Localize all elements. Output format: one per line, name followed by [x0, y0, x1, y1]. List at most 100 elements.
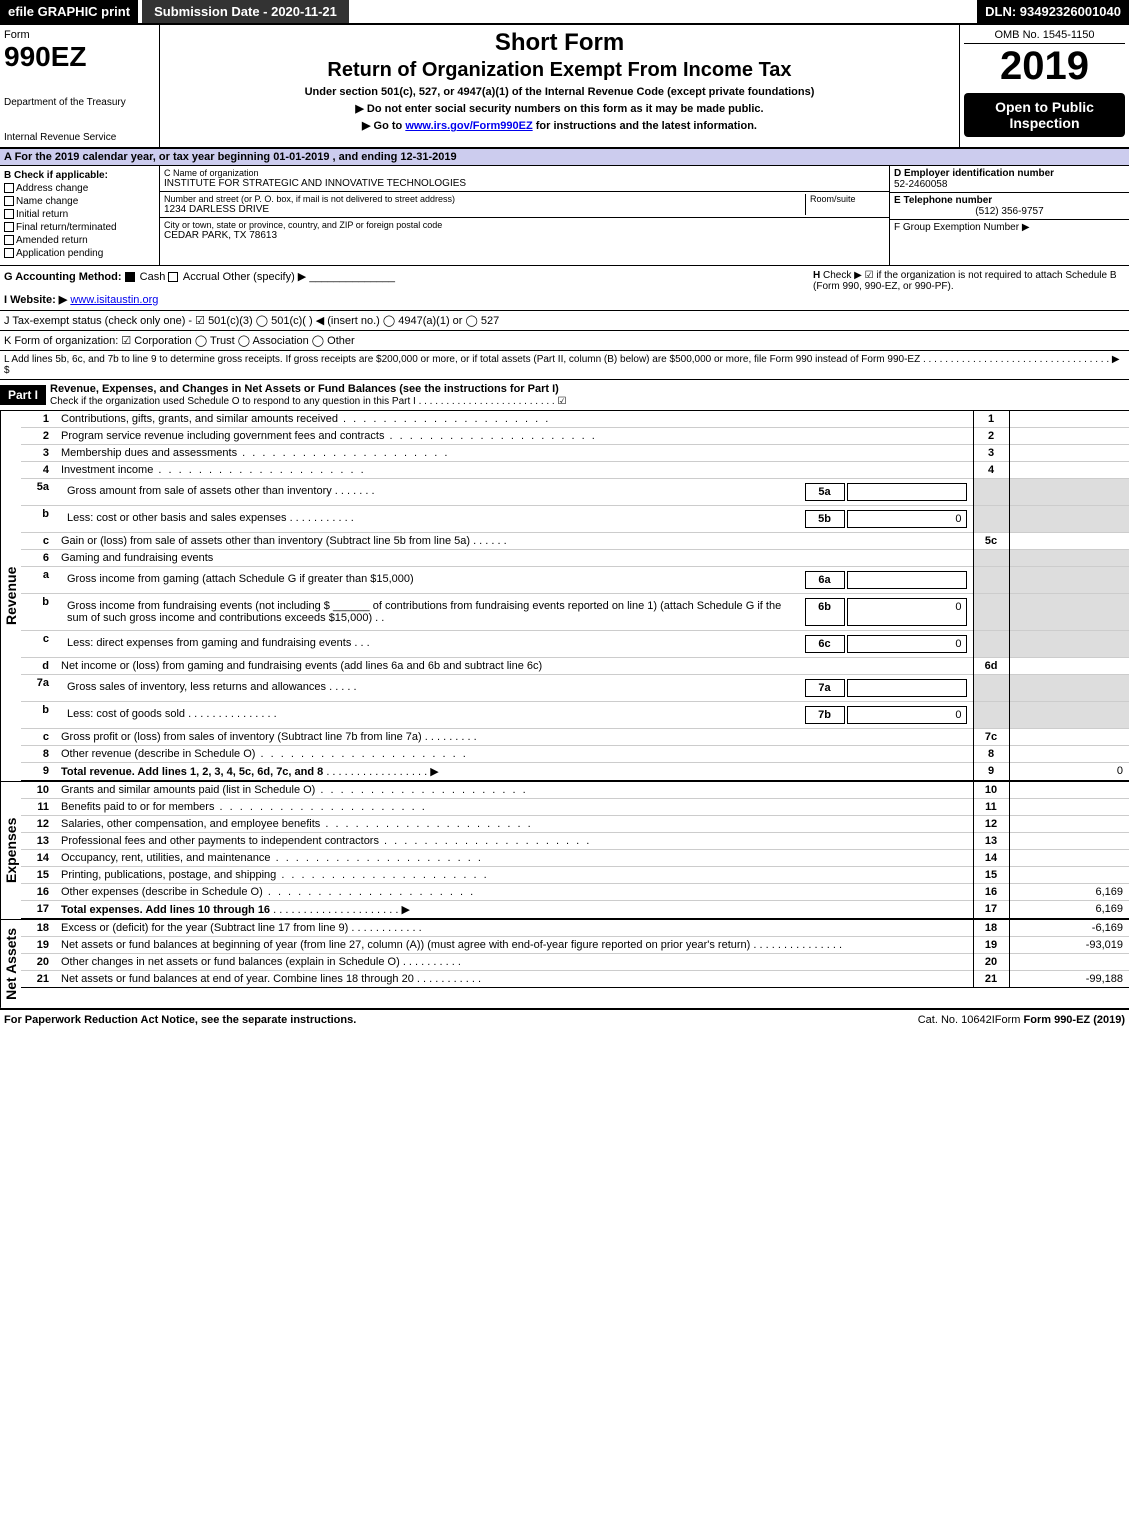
tax-year: 2019: [964, 44, 1125, 89]
line-21: 21Net assets or fund balances at end of …: [21, 971, 1129, 988]
part1-check: Check if the organization used Schedule …: [50, 396, 566, 407]
line-11: 11Benefits paid to or for members11: [21, 799, 1129, 816]
form-header: Form 990EZ Department of the Treasury In…: [0, 25, 1129, 149]
check-amended-return[interactable]: Amended return: [4, 235, 155, 246]
line-20: 20Other changes in net assets or fund ba…: [21, 954, 1129, 971]
line-9: 9Total revenue. Add lines 1, 2, 3, 4, 5c…: [21, 763, 1129, 781]
section-b-title: B Check if applicable:: [4, 170, 108, 181]
expenses-vert-label: Expenses: [0, 782, 21, 919]
dept-treasury: Department of the Treasury: [4, 97, 155, 108]
netassets-section: Net Assets 18Excess or (deficit) for the…: [0, 919, 1129, 1008]
line-15: 15Printing, publications, postage, and s…: [21, 867, 1129, 884]
form-number: 990EZ: [4, 41, 155, 73]
check-final-return[interactable]: Final return/terminated: [4, 222, 155, 233]
tel-label: E Telephone number: [894, 195, 992, 206]
section-d-ids: D Employer identification number 52-2460…: [889, 166, 1129, 265]
line-5b: bLess: cost or other basis and sales exp…: [21, 506, 1129, 533]
form-header-center: Short Form Return of Organization Exempt…: [160, 25, 959, 147]
instr-goto: ▶ Go to www.irs.gov/Form990EZ for instru…: [164, 119, 955, 132]
line-14: 14Occupancy, rent, utilities, and mainte…: [21, 850, 1129, 867]
irs-label: Internal Revenue Service: [4, 132, 155, 143]
subtitle: Under section 501(c), 527, or 4947(a)(1)…: [164, 86, 955, 98]
form-header-right: OMB No. 1545-1150 2019 Open to Public In…: [959, 25, 1129, 147]
revenue-section: Revenue 1Contributions, gifts, grants, a…: [0, 411, 1129, 781]
check-application-pending[interactable]: Application pending: [4, 248, 155, 259]
line-13: 13Professional fees and other payments t…: [21, 833, 1129, 850]
section-k: K Form of organization: ☑ Corporation ◯ …: [0, 331, 1129, 351]
h-text: Check ▶ ☑ if the organization is not req…: [813, 270, 1117, 292]
line-7c: cGross profit or (loss) from sales of in…: [21, 729, 1129, 746]
section-c-org-info: C Name of organization INSTITUTE FOR STR…: [160, 166, 889, 265]
ein-label: D Employer identification number: [894, 168, 1054, 179]
expenses-table: 10Grants and similar amounts paid (list …: [21, 782, 1129, 919]
instr-goto-suffix: for instructions and the latest informat…: [533, 120, 757, 132]
part1-label: Part I: [0, 385, 46, 405]
netassets-table: 18Excess or (deficit) for the year (Subt…: [21, 920, 1129, 988]
line-6d: dNet income or (loss) from gaming and fu…: [21, 658, 1129, 675]
revenue-table: 1Contributions, gifts, grants, and simil…: [21, 411, 1129, 781]
line-6a: aGross income from gaming (attach Schedu…: [21, 567, 1129, 594]
line-5c: cGain or (loss) from sale of assets othe…: [21, 533, 1129, 550]
check-name-change[interactable]: Name change: [4, 196, 155, 207]
form-label: Form: [4, 29, 155, 41]
line-5a: 5aGross amount from sale of assets other…: [21, 479, 1129, 506]
footer-formref: Form Form 990-EZ (2019): [995, 1014, 1125, 1026]
line-16: 16Other expenses (describe in Schedule O…: [21, 884, 1129, 901]
accounting-method: G Accounting Method: Cash Accrual Other …: [4, 270, 805, 283]
cash-checkbox[interactable]: [125, 272, 135, 282]
line-7a: 7aGross sales of inventory, less returns…: [21, 675, 1129, 702]
section-b-checkboxes: B Check if applicable: Address change Na…: [0, 166, 160, 265]
section-a-tax-year: A For the 2019 calendar year, or tax yea…: [0, 149, 1129, 166]
instr-ssn: ▶ Do not enter social security numbers o…: [164, 102, 955, 115]
street-value: 1234 DARLESS DRIVE: [164, 204, 805, 215]
section-j: J Tax-exempt status (check only one) - ☑…: [0, 311, 1129, 331]
footer-paperwork: For Paperwork Reduction Act Notice, see …: [4, 1014, 918, 1026]
room-label: Room/suite: [810, 194, 885, 204]
check-initial-return[interactable]: Initial return: [4, 209, 155, 220]
line-6b: bGross income from fundraising events (n…: [21, 594, 1129, 631]
part1-title: Revenue, Expenses, and Changes in Net As…: [50, 383, 559, 395]
g-label: G Accounting Method:: [4, 271, 122, 283]
page-footer: For Paperwork Reduction Act Notice, see …: [0, 1008, 1129, 1030]
expenses-section: Expenses 10Grants and similar amounts pa…: [0, 781, 1129, 919]
part1-header-row: Part I Revenue, Expenses, and Changes in…: [0, 380, 1129, 411]
line-1: 1Contributions, gifts, grants, and simil…: [21, 411, 1129, 428]
submission-date: Submission Date - 2020-11-21: [142, 0, 349, 23]
city-value: CEDAR PARK, TX 78613: [164, 230, 885, 241]
netassets-vert-label: Net Assets: [0, 920, 21, 1008]
instr-goto-prefix: ▶ Go to: [362, 120, 405, 132]
return-title: Return of Organization Exempt From Incom…: [164, 59, 955, 82]
top-bar: efile GRAPHIC print Submission Date - 20…: [0, 0, 1129, 25]
line-4: 4Investment income4: [21, 462, 1129, 479]
line-17: 17Total expenses. Add lines 10 through 1…: [21, 901, 1129, 919]
h-label: H: [813, 270, 820, 281]
section-h: H Check ▶ ☑ if the organization is not r…: [805, 270, 1125, 306]
line-10: 10Grants and similar amounts paid (list …: [21, 782, 1129, 799]
section-gh: G Accounting Method: Cash Accrual Other …: [0, 266, 1129, 311]
accrual-checkbox[interactable]: [168, 272, 178, 282]
line-8: 8Other revenue (describe in Schedule O)8: [21, 746, 1129, 763]
org-name: INSTITUTE FOR STRATEGIC AND INNOVATIVE T…: [164, 178, 885, 189]
line-6: 6Gaming and fundraising events: [21, 550, 1129, 567]
line-3: 3Membership dues and assessments3: [21, 445, 1129, 462]
org-name-label: C Name of organization: [164, 168, 885, 178]
city-label: City or town, state or province, country…: [164, 220, 885, 230]
efile-label[interactable]: efile GRAPHIC print: [0, 0, 138, 23]
line-7b: bLess: cost of goods sold . . . . . . . …: [21, 702, 1129, 729]
check-address-change[interactable]: Address change: [4, 183, 155, 194]
line-6c: cLess: direct expenses from gaming and f…: [21, 631, 1129, 658]
open-public-badge: Open to Public Inspection: [964, 93, 1125, 137]
section-bcd: B Check if applicable: Address change Na…: [0, 166, 1129, 266]
short-form-title: Short Form: [164, 29, 955, 57]
form-header-left: Form 990EZ Department of the Treasury In…: [0, 25, 160, 147]
group-exemption-label: F Group Exemption Number ▶: [894, 222, 1030, 233]
omb-number: OMB No. 1545-1150: [964, 29, 1125, 44]
street-label: Number and street (or P. O. box, if mail…: [164, 194, 805, 204]
ein-value: 52-2460058: [894, 179, 947, 190]
section-l: L Add lines 5b, 6c, and 7b to line 9 to …: [0, 351, 1129, 380]
line-19: 19Net assets or fund balances at beginni…: [21, 937, 1129, 954]
irs-link[interactable]: www.irs.gov/Form990EZ: [405, 120, 532, 132]
tel-value: (512) 356-9757: [894, 206, 1125, 217]
website-link[interactable]: www.isitaustin.org: [70, 294, 158, 306]
revenue-vert-label: Revenue: [0, 411, 21, 781]
